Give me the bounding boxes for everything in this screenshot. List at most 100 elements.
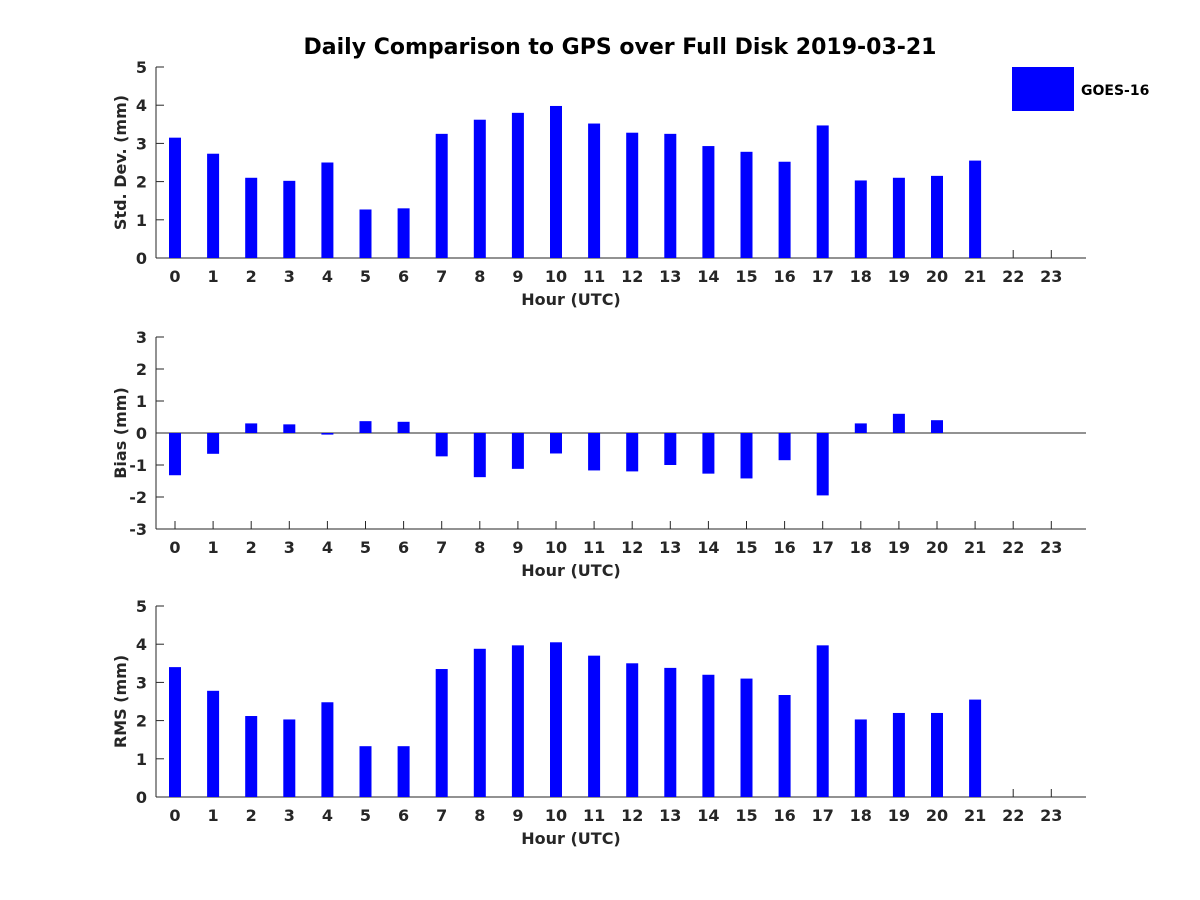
bar-hour-19 (892, 712, 905, 797)
bar-hour-5 (359, 209, 372, 258)
bar-hour-3 (283, 180, 296, 258)
x-tick-label: 17 (812, 538, 834, 557)
x-tick-label: 12 (621, 267, 643, 286)
x-tick-label: 11 (583, 267, 605, 286)
bar-hour-17 (816, 125, 829, 258)
x-tick-label: 13 (659, 538, 681, 557)
y-tick-label: -1 (129, 456, 147, 475)
x-tick-label: 16 (773, 806, 795, 825)
x-tick-label: 4 (322, 538, 333, 557)
x-tick-label: 17 (812, 806, 834, 825)
y-tick-label: 0 (136, 788, 147, 807)
bar-hour-5 (359, 421, 372, 433)
x-tick-label: 4 (322, 267, 333, 286)
bar-hour-3 (283, 719, 296, 797)
y-tick-label: 3 (136, 134, 147, 153)
x-tick-label: 18 (850, 538, 872, 557)
bar-hour-18 (854, 719, 867, 797)
x-tick-label: 21 (964, 267, 986, 286)
bar-hour-4 (321, 702, 334, 797)
x-tick-label: 2 (246, 267, 257, 286)
y-tick-label: 3 (136, 673, 147, 692)
x-tick-label: 3 (284, 538, 295, 557)
x-tick-label: 9 (512, 806, 523, 825)
y-tick-label: 4 (136, 96, 147, 115)
legend: GOES-16 (1012, 67, 1149, 111)
bar-hour-4 (321, 162, 334, 258)
bar-hour-6 (397, 421, 410, 433)
x-tick-label: 20 (926, 806, 948, 825)
bar-hour-19 (892, 413, 905, 433)
chart-title: Daily Comparison to GPS over Full Disk 2… (304, 35, 937, 60)
x-tick-label: 5 (360, 538, 371, 557)
bar-hour-14 (702, 146, 715, 258)
x-tick-label: 7 (436, 538, 447, 557)
y-tick-label: 0 (136, 249, 147, 268)
y-tick-label: 2 (136, 712, 147, 731)
bar-hour-1 (207, 690, 220, 797)
x-tick-label: 1 (208, 267, 219, 286)
bar-hour-17 (816, 645, 829, 797)
y-axis-label: Std. Dev. (mm) (111, 95, 130, 230)
x-tick-label: 2 (246, 538, 257, 557)
x-tick-label: 20 (926, 538, 948, 557)
bar-hour-0 (169, 667, 181, 797)
bar-hour-6 (397, 208, 410, 258)
bar-hour-7 (435, 669, 448, 797)
bar-hour-12 (626, 663, 639, 797)
x-tick-label: 11 (583, 806, 605, 825)
bar-hour-10 (550, 105, 562, 259)
bar-hour-13 (664, 667, 677, 797)
bar-hour-20 (931, 712, 943, 797)
x-tick-label: 16 (773, 538, 795, 557)
bar-hour-7 (435, 133, 448, 258)
bar-hour-2 (245, 423, 258, 433)
bar-hour-14 (702, 674, 715, 797)
bar-hour-9 (511, 645, 524, 797)
y-axis-label: RMS (mm) (111, 655, 130, 748)
x-tick-label: 8 (474, 267, 485, 286)
x-tick-label: 12 (621, 538, 643, 557)
x-tick-label: 14 (697, 267, 719, 286)
x-tick-label: 7 (436, 267, 447, 286)
x-tick-label: 5 (360, 267, 371, 286)
x-tick-label: 19 (888, 806, 910, 825)
bar-hour-13 (664, 433, 677, 465)
x-tick-label: 19 (888, 267, 910, 286)
y-tick-label: 4 (136, 635, 147, 654)
bar-hour-8 (473, 433, 486, 478)
y-tick-label: 2 (136, 173, 147, 192)
y-tick-label: 5 (136, 597, 147, 616)
y-tick-label: 3 (136, 328, 147, 347)
bar-hour-21 (969, 699, 982, 797)
bar-hour-1 (207, 433, 220, 454)
x-tick-label: 11 (583, 538, 605, 557)
bar-hour-20 (931, 420, 943, 433)
bar-hour-11 (588, 123, 601, 258)
bar-hour-13 (664, 133, 677, 258)
bar-hour-18 (854, 180, 867, 258)
x-tick-label: 15 (735, 806, 757, 825)
x-tick-label: 3 (284, 806, 295, 825)
x-tick-label: 23 (1040, 806, 1062, 825)
x-tick-label: 6 (398, 538, 409, 557)
bar-hour-4 (321, 433, 334, 435)
y-tick-label: 5 (136, 58, 147, 77)
x-axis-label: Hour (UTC) (521, 561, 621, 580)
x-tick-label: 22 (1002, 538, 1024, 557)
x-tick-label: 1 (208, 806, 219, 825)
x-tick-label: 13 (659, 806, 681, 825)
bar-hour-15 (740, 678, 753, 797)
legend-label: GOES-16 (1081, 83, 1149, 99)
x-tick-label: 10 (545, 538, 567, 557)
x-tick-label: 15 (735, 267, 757, 286)
bar-hour-3 (283, 424, 296, 433)
bar-hour-19 (892, 177, 905, 258)
y-tick-label: 2 (136, 360, 147, 379)
x-tick-label: 3 (284, 267, 295, 286)
x-tick-label: 6 (398, 267, 409, 286)
x-tick-label: 23 (1040, 538, 1062, 557)
